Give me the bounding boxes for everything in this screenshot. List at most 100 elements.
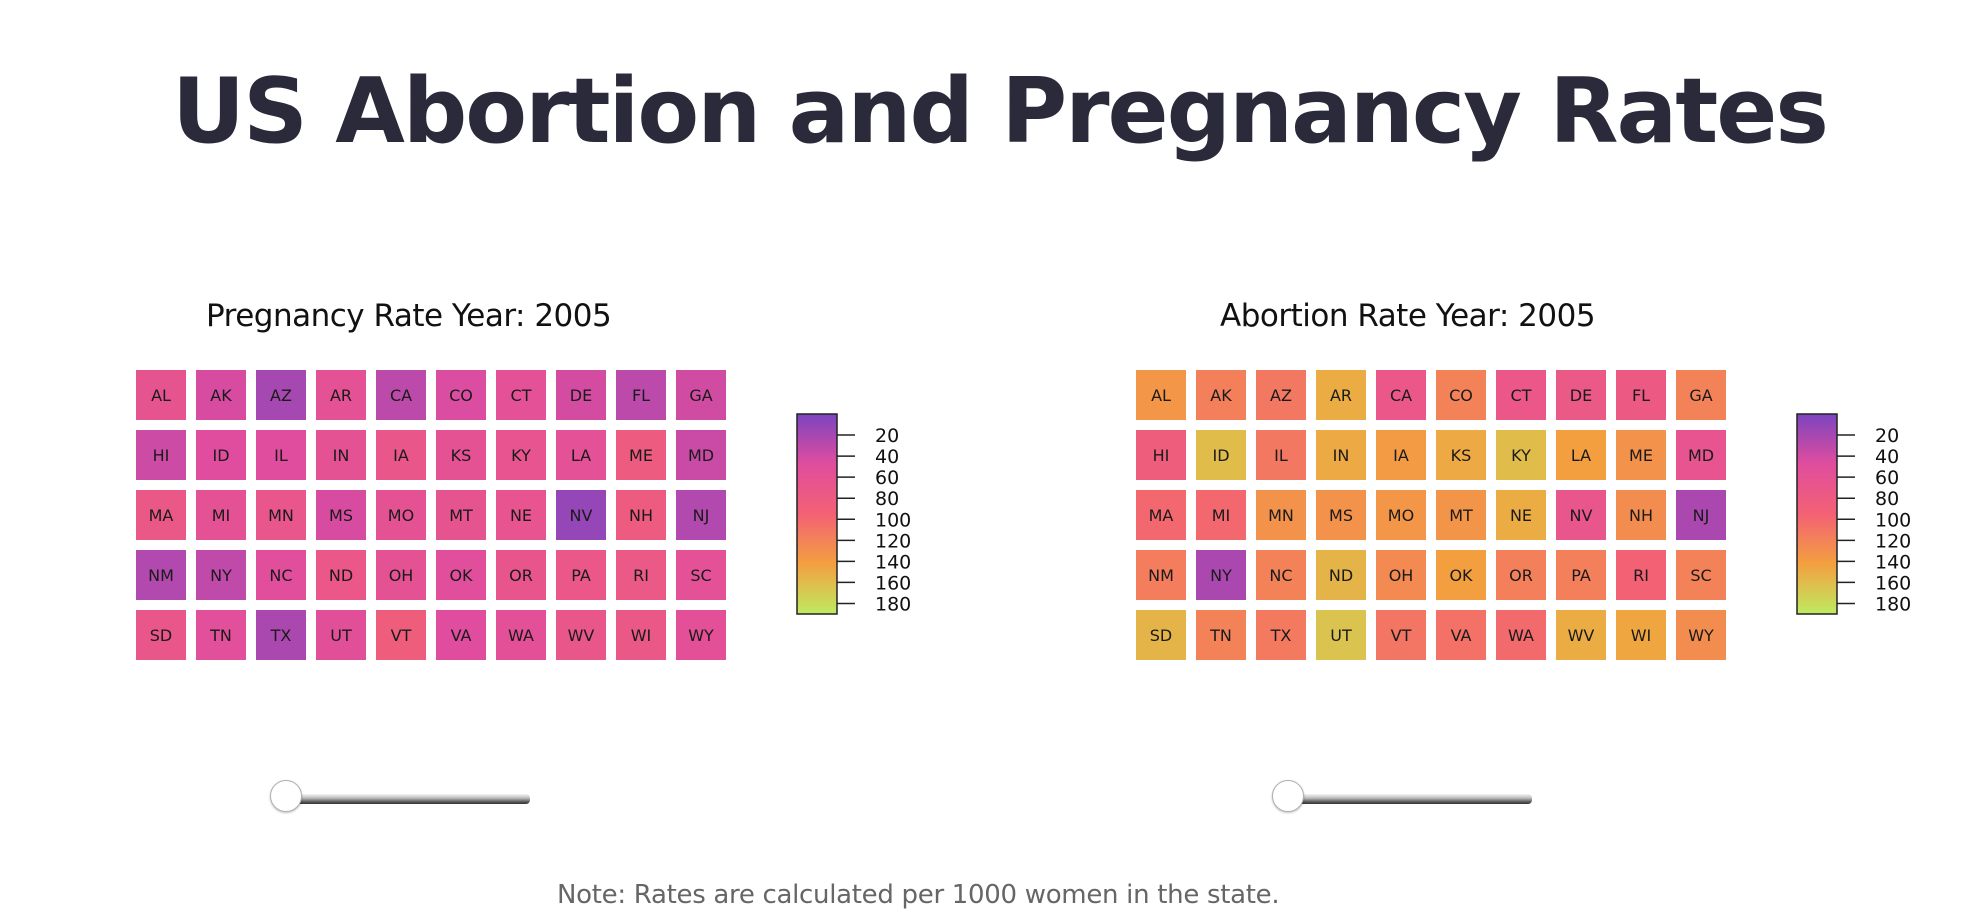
- pregnancy-slider-track[interactable]: [286, 794, 530, 804]
- state-tile-ok[interactable]: OK: [1436, 550, 1486, 600]
- state-tile-wy[interactable]: WY: [1676, 610, 1726, 660]
- state-tile-ga[interactable]: GA: [676, 370, 726, 420]
- state-tile-nv[interactable]: NV: [556, 490, 606, 540]
- state-tile-la[interactable]: LA: [1556, 430, 1606, 480]
- state-tile-ri[interactable]: RI: [1616, 550, 1666, 600]
- state-tile-wi[interactable]: WI: [616, 610, 666, 660]
- state-tile-ma[interactable]: MA: [136, 490, 186, 540]
- state-tile-nv[interactable]: NV: [1556, 490, 1606, 540]
- state-tile-pa[interactable]: PA: [1556, 550, 1606, 600]
- state-tile-vt[interactable]: VT: [376, 610, 426, 660]
- state-tile-ma[interactable]: MA: [1136, 490, 1186, 540]
- state-tile-ky[interactable]: KY: [1496, 430, 1546, 480]
- state-tile-nh[interactable]: NH: [1616, 490, 1666, 540]
- state-tile-az[interactable]: AZ: [1256, 370, 1306, 420]
- state-tile-ne[interactable]: NE: [1496, 490, 1546, 540]
- state-tile-md[interactable]: MD: [1676, 430, 1726, 480]
- state-tile-mo[interactable]: MO: [1376, 490, 1426, 540]
- pregnancy-slider-handle[interactable]: [270, 780, 302, 812]
- state-tile-md[interactable]: MD: [676, 430, 726, 480]
- state-tile-mi[interactable]: MI: [1196, 490, 1246, 540]
- state-tile-nd[interactable]: ND: [1316, 550, 1366, 600]
- state-tile-mt[interactable]: MT: [436, 490, 486, 540]
- state-tile-ms[interactable]: MS: [316, 490, 366, 540]
- state-tile-hi[interactable]: HI: [1136, 430, 1186, 480]
- state-tile-de[interactable]: DE: [1556, 370, 1606, 420]
- abortion-slider-track[interactable]: [1288, 794, 1532, 804]
- state-tile-fl[interactable]: FL: [616, 370, 666, 420]
- state-tile-ny[interactable]: NY: [1196, 550, 1246, 600]
- state-tile-me[interactable]: ME: [616, 430, 666, 480]
- state-tile-co[interactable]: CO: [436, 370, 486, 420]
- state-tile-va[interactable]: VA: [1436, 610, 1486, 660]
- state-tile-nm[interactable]: NM: [136, 550, 186, 600]
- state-tile-ct[interactable]: CT: [496, 370, 546, 420]
- state-tile-in[interactable]: IN: [316, 430, 366, 480]
- state-tile-nd[interactable]: ND: [316, 550, 366, 600]
- state-tile-fl[interactable]: FL: [1616, 370, 1666, 420]
- state-tile-hi[interactable]: HI: [136, 430, 186, 480]
- state-tile-ks[interactable]: KS: [436, 430, 486, 480]
- state-tile-oh[interactable]: OH: [376, 550, 426, 600]
- state-tile-ak[interactable]: AK: [196, 370, 246, 420]
- state-tile-id[interactable]: ID: [196, 430, 246, 480]
- state-tile-wy[interactable]: WY: [676, 610, 726, 660]
- state-tile-ak[interactable]: AK: [1196, 370, 1246, 420]
- state-tile-ne[interactable]: NE: [496, 490, 546, 540]
- state-tile-sc[interactable]: SC: [676, 550, 726, 600]
- state-tile-nm[interactable]: NM: [1136, 550, 1186, 600]
- state-tile-oh[interactable]: OH: [1376, 550, 1426, 600]
- state-tile-ks[interactable]: KS: [1436, 430, 1486, 480]
- state-tile-vt[interactable]: VT: [1376, 610, 1426, 660]
- state-tile-de[interactable]: DE: [556, 370, 606, 420]
- state-tile-ut[interactable]: UT: [316, 610, 366, 660]
- state-tile-wa[interactable]: WA: [1496, 610, 1546, 660]
- state-tile-me[interactable]: ME: [1616, 430, 1666, 480]
- state-tile-nj[interactable]: NJ: [1676, 490, 1726, 540]
- state-tile-sd[interactable]: SD: [1136, 610, 1186, 660]
- state-tile-ia[interactable]: IA: [376, 430, 426, 480]
- state-tile-mt[interactable]: MT: [1436, 490, 1486, 540]
- state-tile-ct[interactable]: CT: [1496, 370, 1546, 420]
- state-tile-mo[interactable]: MO: [376, 490, 426, 540]
- state-tile-az[interactable]: AZ: [256, 370, 306, 420]
- state-tile-nj[interactable]: NJ: [676, 490, 726, 540]
- state-tile-ga[interactable]: GA: [1676, 370, 1726, 420]
- state-tile-ms[interactable]: MS: [1316, 490, 1366, 540]
- state-tile-mn[interactable]: MN: [1256, 490, 1306, 540]
- state-tile-wv[interactable]: WV: [1556, 610, 1606, 660]
- abortion-year-slider[interactable]: [1272, 780, 1532, 820]
- state-tile-co[interactable]: CO: [1436, 370, 1486, 420]
- state-tile-wi[interactable]: WI: [1616, 610, 1666, 660]
- state-tile-id[interactable]: ID: [1196, 430, 1246, 480]
- state-tile-wv[interactable]: WV: [556, 610, 606, 660]
- state-tile-sc[interactable]: SC: [1676, 550, 1726, 600]
- state-tile-al[interactable]: AL: [136, 370, 186, 420]
- state-tile-nc[interactable]: NC: [1256, 550, 1306, 600]
- state-tile-al[interactable]: AL: [1136, 370, 1186, 420]
- state-tile-mi[interactable]: MI: [196, 490, 246, 540]
- state-tile-ri[interactable]: RI: [616, 550, 666, 600]
- state-tile-ny[interactable]: NY: [196, 550, 246, 600]
- state-tile-wa[interactable]: WA: [496, 610, 546, 660]
- state-tile-nh[interactable]: NH: [616, 490, 666, 540]
- state-tile-il[interactable]: IL: [1256, 430, 1306, 480]
- state-tile-mn[interactable]: MN: [256, 490, 306, 540]
- state-tile-tx[interactable]: TX: [256, 610, 306, 660]
- abortion-slider-handle[interactable]: [1272, 780, 1304, 812]
- state-tile-il[interactable]: IL: [256, 430, 306, 480]
- state-tile-tx[interactable]: TX: [1256, 610, 1306, 660]
- state-tile-ky[interactable]: KY: [496, 430, 546, 480]
- state-tile-ca[interactable]: CA: [1376, 370, 1426, 420]
- state-tile-ar[interactable]: AR: [316, 370, 366, 420]
- state-tile-va[interactable]: VA: [436, 610, 486, 660]
- state-tile-ut[interactable]: UT: [1316, 610, 1366, 660]
- state-tile-pa[interactable]: PA: [556, 550, 606, 600]
- state-tile-ia[interactable]: IA: [1376, 430, 1426, 480]
- state-tile-tn[interactable]: TN: [1196, 610, 1246, 660]
- state-tile-ca[interactable]: CA: [376, 370, 426, 420]
- pregnancy-year-slider[interactable]: [270, 780, 530, 820]
- state-tile-nc[interactable]: NC: [256, 550, 306, 600]
- state-tile-tn[interactable]: TN: [196, 610, 246, 660]
- state-tile-sd[interactable]: SD: [136, 610, 186, 660]
